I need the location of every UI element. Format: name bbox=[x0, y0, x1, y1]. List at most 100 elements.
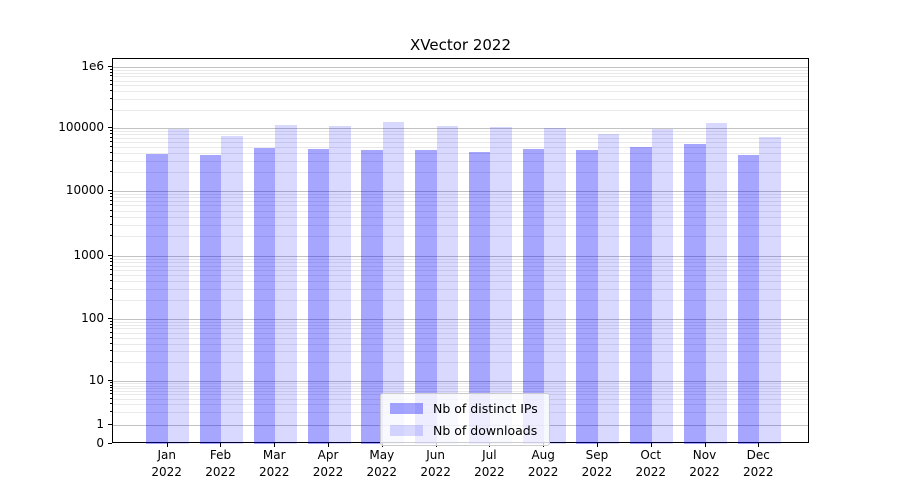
x-tick bbox=[220, 443, 222, 447]
y-minor-tick bbox=[110, 136, 112, 138]
y-minor-tick bbox=[110, 90, 112, 92]
bar-downloads bbox=[597, 134, 620, 444]
y-minor-tick bbox=[110, 192, 112, 194]
gridline-minor bbox=[113, 134, 808, 136]
y-tick-label: 10000 bbox=[65, 183, 104, 197]
y-minor-tick bbox=[110, 200, 112, 202]
gridline-minor bbox=[113, 153, 808, 155]
gridline-minor bbox=[113, 343, 808, 345]
y-minor-tick bbox=[110, 327, 112, 329]
y-minor-tick bbox=[110, 350, 112, 352]
x-tick-label: Apr 2022 bbox=[312, 448, 344, 479]
bar-distinct-ips bbox=[522, 149, 545, 444]
y-minor-tick bbox=[110, 342, 112, 344]
x-tick-label: Jun 2022 bbox=[420, 448, 451, 479]
chart-title: XVector 2022 bbox=[409, 36, 511, 54]
plot-area bbox=[112, 58, 809, 444]
gridline-minor bbox=[113, 385, 808, 387]
y-minor-tick bbox=[110, 215, 112, 217]
y-minor-tick bbox=[110, 145, 112, 147]
y-minor-tick bbox=[110, 152, 112, 154]
x-tick bbox=[166, 443, 168, 447]
gridline-minor bbox=[113, 258, 808, 260]
bar-distinct-ips bbox=[146, 154, 168, 444]
bar-downloads bbox=[759, 137, 781, 444]
bar-distinct-ips bbox=[253, 148, 276, 444]
y-minor-tick bbox=[110, 171, 112, 173]
y-minor-tick bbox=[110, 261, 112, 263]
legend-label: Nb of downloads bbox=[433, 423, 538, 438]
y-minor-tick bbox=[110, 129, 112, 131]
y-minor-tick bbox=[110, 75, 112, 77]
x-tick bbox=[328, 443, 330, 447]
bar-downloads bbox=[490, 127, 512, 444]
bar-downloads bbox=[436, 126, 459, 444]
x-tick-label: Dec 2022 bbox=[743, 448, 774, 479]
gridline-minor bbox=[113, 160, 808, 162]
x-tick bbox=[274, 443, 276, 447]
y-minor-tick bbox=[110, 108, 112, 110]
y-minor-tick bbox=[110, 133, 112, 135]
y-tick-label: 1000 bbox=[73, 248, 104, 262]
y-minor-tick bbox=[110, 264, 112, 266]
legend-swatch-downloads bbox=[390, 425, 423, 436]
y-minor-tick bbox=[110, 223, 112, 225]
x-tick-label: Sep 2022 bbox=[581, 448, 613, 479]
gridline-minor bbox=[113, 80, 808, 82]
gridline-minor bbox=[113, 109, 808, 111]
y-minor-tick bbox=[110, 71, 112, 73]
gridline-minor bbox=[113, 193, 808, 195]
y-minor-tick bbox=[110, 79, 112, 81]
gridline-minor bbox=[113, 236, 808, 238]
legend-item-distinct-ips: Nb of distinct IPs bbox=[390, 401, 538, 416]
y-tick-label: 100 bbox=[81, 310, 104, 325]
y-minor-tick bbox=[110, 393, 112, 395]
y-minor-tick bbox=[110, 287, 112, 289]
gridline-minor bbox=[113, 321, 808, 323]
x-tick bbox=[704, 443, 706, 447]
gridline-minor bbox=[113, 197, 808, 199]
y-minor-tick bbox=[110, 320, 112, 322]
bar-distinct-ips bbox=[684, 144, 706, 444]
y-minor-tick bbox=[110, 298, 112, 300]
y-tick-label: 100000 bbox=[58, 120, 104, 134]
x-tick-label: May 2022 bbox=[366, 448, 398, 479]
bar-distinct-ips bbox=[361, 150, 383, 444]
x-tick-label: Nov 2022 bbox=[689, 448, 720, 479]
gridline-major bbox=[113, 256, 808, 257]
gridline-major bbox=[113, 67, 808, 68]
y-tick-label: 0 bbox=[96, 436, 104, 450]
y-minor-tick bbox=[110, 387, 112, 389]
y-minor-tick bbox=[110, 235, 112, 237]
y-minor-tick bbox=[110, 382, 112, 384]
y-major-tick bbox=[108, 190, 112, 191]
bar-distinct-ips bbox=[630, 146, 652, 444]
gridline-minor bbox=[113, 137, 808, 139]
y-major-tick bbox=[108, 255, 112, 256]
gridline-minor bbox=[113, 390, 808, 392]
bar-distinct-ips bbox=[468, 151, 491, 444]
gridline-major bbox=[113, 318, 808, 320]
legend: Nb of distinct IPs Nb of downloads bbox=[380, 393, 550, 446]
gridline-minor bbox=[113, 388, 808, 390]
bar-distinct-ips bbox=[737, 155, 760, 444]
y-minor-tick bbox=[110, 97, 112, 99]
y-major-tick bbox=[108, 317, 112, 319]
y-minor-tick bbox=[110, 204, 112, 206]
y-major-tick bbox=[108, 380, 112, 382]
y-minor-tick bbox=[110, 361, 112, 363]
gridline-minor bbox=[113, 299, 808, 301]
gridline-minor bbox=[113, 265, 808, 267]
gridline-minor bbox=[113, 98, 808, 100]
x-tick-label: Mar 2022 bbox=[258, 448, 290, 479]
x-tick-label: Jan 2022 bbox=[151, 448, 182, 479]
legend-label: Nb of distinct IPs bbox=[433, 401, 538, 416]
gridline-minor bbox=[113, 269, 808, 271]
y-minor-tick bbox=[110, 397, 112, 399]
gridline-minor bbox=[113, 85, 808, 87]
bar-downloads bbox=[382, 122, 405, 444]
x-tick bbox=[758, 443, 760, 447]
gridline-minor bbox=[113, 288, 808, 290]
y-major-tick bbox=[108, 443, 112, 444]
gridline-minor bbox=[113, 205, 808, 207]
